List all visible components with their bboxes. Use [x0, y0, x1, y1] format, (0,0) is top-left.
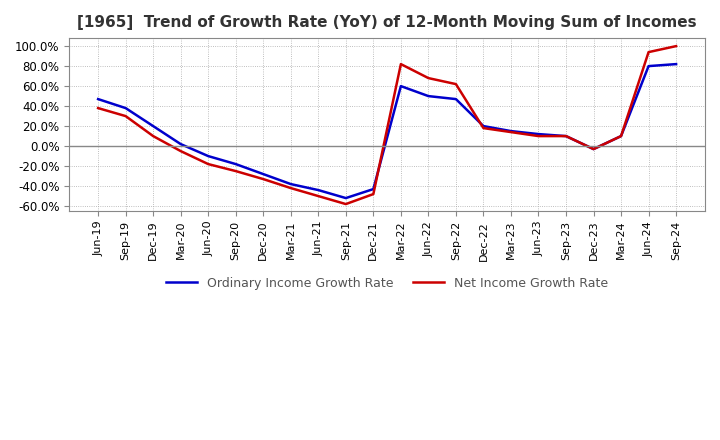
Line: Ordinary Income Growth Rate: Ordinary Income Growth Rate — [98, 64, 676, 198]
Ordinary Income Growth Rate — [397, 84, 405, 89]
Title: [1965]  Trend of Growth Rate (YoY) of 12-Month Moving Sum of Incomes: [1965] Trend of Growth Rate (YoY) of 12-… — [77, 15, 697, 30]
Ordinary Income Growth Rate — [672, 62, 680, 67]
Net Income Growth Rate — [589, 147, 598, 152]
Net Income Growth Rate — [176, 148, 185, 154]
Net Income Growth Rate — [341, 202, 350, 207]
Net Income Growth Rate — [149, 133, 158, 139]
Net Income Growth Rate — [507, 129, 516, 135]
Ordinary Income Growth Rate — [589, 147, 598, 152]
Net Income Growth Rate — [259, 176, 268, 182]
Net Income Growth Rate — [231, 169, 240, 174]
Ordinary Income Growth Rate — [369, 187, 378, 192]
Ordinary Income Growth Rate — [94, 96, 102, 102]
Ordinary Income Growth Rate — [149, 124, 158, 129]
Ordinary Income Growth Rate — [479, 124, 487, 129]
Net Income Growth Rate — [534, 133, 543, 139]
Ordinary Income Growth Rate — [424, 93, 433, 99]
Net Income Growth Rate — [204, 161, 212, 167]
Ordinary Income Growth Rate — [451, 96, 460, 102]
Ordinary Income Growth Rate — [617, 133, 626, 139]
Ordinary Income Growth Rate — [644, 63, 653, 69]
Net Income Growth Rate — [122, 114, 130, 119]
Legend: Ordinary Income Growth Rate, Net Income Growth Rate: Ordinary Income Growth Rate, Net Income … — [161, 272, 613, 295]
Net Income Growth Rate — [397, 62, 405, 67]
Net Income Growth Rate — [562, 133, 570, 139]
Net Income Growth Rate — [479, 125, 487, 131]
Net Income Growth Rate — [369, 191, 378, 197]
Net Income Growth Rate — [451, 81, 460, 87]
Net Income Growth Rate — [617, 133, 626, 139]
Net Income Growth Rate — [644, 49, 653, 55]
Ordinary Income Growth Rate — [204, 154, 212, 159]
Ordinary Income Growth Rate — [562, 133, 570, 139]
Net Income Growth Rate — [424, 76, 433, 81]
Ordinary Income Growth Rate — [231, 161, 240, 167]
Ordinary Income Growth Rate — [122, 106, 130, 111]
Net Income Growth Rate — [94, 106, 102, 111]
Net Income Growth Rate — [314, 194, 323, 199]
Ordinary Income Growth Rate — [341, 195, 350, 201]
Ordinary Income Growth Rate — [259, 172, 268, 177]
Line: Net Income Growth Rate: Net Income Growth Rate — [98, 46, 676, 204]
Net Income Growth Rate — [672, 44, 680, 49]
Ordinary Income Growth Rate — [534, 132, 543, 137]
Ordinary Income Growth Rate — [314, 187, 323, 193]
Ordinary Income Growth Rate — [507, 128, 516, 134]
Net Income Growth Rate — [287, 185, 295, 191]
Ordinary Income Growth Rate — [287, 181, 295, 187]
Ordinary Income Growth Rate — [176, 141, 185, 147]
